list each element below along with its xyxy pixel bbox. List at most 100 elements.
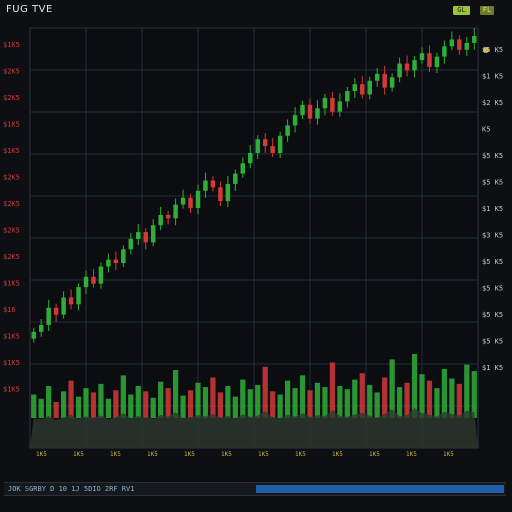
volume-bar <box>98 383 104 418</box>
volume-bar <box>352 379 358 418</box>
candles-layer <box>31 28 477 343</box>
volume-bar <box>419 374 425 418</box>
volume-bar <box>60 391 67 418</box>
right-tick-label: K5 <box>482 126 490 134</box>
volume-bar <box>31 394 37 418</box>
candle-body <box>53 307 59 315</box>
candle-body <box>300 104 305 116</box>
right-tick-label: $5 K5 <box>482 311 503 319</box>
candle-body <box>292 115 298 126</box>
volume-bar <box>471 371 477 418</box>
volume-bar <box>217 392 224 418</box>
volume-bar <box>262 366 268 418</box>
volume-bar <box>337 386 343 418</box>
volume-bar <box>389 359 395 418</box>
bottom-tick-label: 1K5 <box>295 451 306 458</box>
candle-body <box>419 53 425 61</box>
candle-body <box>83 276 89 288</box>
volume-bar <box>396 387 403 418</box>
candle-body <box>277 135 283 153</box>
volume-area <box>30 408 478 448</box>
candle-body <box>412 60 417 71</box>
progress-bar <box>256 485 504 493</box>
left-tick-label: $1K5 <box>3 280 20 288</box>
volume-bar <box>113 390 119 418</box>
volume-bar <box>299 375 306 418</box>
volume-bar <box>464 364 470 418</box>
bottom-tick-label: 1K5 <box>221 451 232 458</box>
left-axis-labels: $1K5 $2K5 $2K5 $1K5 $1K5 $2K5 $2K5 $2K5 $2K5 $1K5… <box>3 41 20 394</box>
candle-body <box>464 42 470 50</box>
bottom-tick-label: 1K5 <box>332 451 343 458</box>
volume-bar <box>367 384 373 418</box>
timeframe-badge[interactable]: GL <box>453 6 470 15</box>
left-tick-label: $2K5 <box>3 94 20 102</box>
left-tick-label: $2K5 <box>3 200 20 208</box>
volume-bar <box>359 373 365 418</box>
volume-bar <box>456 383 462 418</box>
volume-bar <box>292 388 298 418</box>
volume-bar <box>128 394 134 418</box>
volume-bar <box>143 391 149 418</box>
bottom-tick-label: 1K5 <box>258 451 269 458</box>
candle-body <box>128 238 134 250</box>
chart-title: FUG TVE <box>6 4 53 15</box>
volume-bar <box>270 391 276 418</box>
volume-bar <box>38 398 44 418</box>
candle-body <box>472 36 477 43</box>
volume-bar <box>344 389 350 418</box>
filter-badge[interactable]: FL <box>480 6 494 15</box>
volume-bar <box>180 395 186 418</box>
candle-body <box>307 104 313 119</box>
candle-body <box>165 214 171 219</box>
candle-body <box>382 73 387 88</box>
volume-bar <box>90 392 97 418</box>
right-tick-label: $1 K5 <box>482 205 503 213</box>
bottom-tick-label: 1K5 <box>443 451 454 458</box>
volume-bar <box>449 378 455 418</box>
candle-body <box>367 80 372 95</box>
candle-body <box>150 225 156 243</box>
left-tick-label: $1K5 <box>3 359 20 367</box>
right-tick-label: $5 K5 <box>482 152 503 160</box>
bottom-tick-label: 1K5 <box>184 451 195 458</box>
candle-body <box>233 173 238 184</box>
left-tick-label: $16 <box>3 306 16 314</box>
candle-body <box>31 331 36 339</box>
volume-bar <box>277 394 283 418</box>
bottom-tick-label: 1K5 <box>147 451 158 458</box>
volume-bar <box>329 362 336 418</box>
candle-body <box>285 125 290 136</box>
bottom-tick-label: 1K5 <box>73 451 84 458</box>
candle-body <box>46 307 51 325</box>
candle-body <box>121 249 126 264</box>
right-axis-labels: $5 K5 $1 K5 $2 K5 K5 $5 K5 $5 K5 $1 K5 $3 K5 $5 … <box>482 46 503 372</box>
volume-bar <box>120 375 126 418</box>
volume-bar <box>284 380 291 418</box>
right-tick-label: $1 K5 <box>482 364 503 372</box>
left-tick-label: $2K5 <box>3 253 20 261</box>
candle-body <box>322 97 328 109</box>
candle-body <box>225 183 231 202</box>
volume-bar <box>240 379 246 418</box>
volume-bar <box>135 386 141 418</box>
candle-body <box>218 187 223 202</box>
candle-body <box>91 276 96 284</box>
volume-bar <box>75 396 82 418</box>
right-tick-label: $5 K5 <box>482 338 503 346</box>
volume-bar <box>172 370 179 418</box>
candle-body <box>76 287 81 305</box>
candle-body <box>404 63 410 71</box>
volume-bar <box>411 354 418 418</box>
volume-bar <box>247 389 253 418</box>
candle-body <box>352 84 358 92</box>
volume-bar <box>255 384 261 418</box>
left-tick-label: $2K5 <box>3 227 20 235</box>
status-dot-icon <box>483 47 489 53</box>
volume-bar <box>210 377 216 418</box>
volume-bar <box>374 392 380 418</box>
candle-body <box>374 73 380 81</box>
left-tick-label: $1K5 <box>3 121 20 129</box>
volume-layer <box>30 354 478 448</box>
candle-body <box>143 232 148 243</box>
